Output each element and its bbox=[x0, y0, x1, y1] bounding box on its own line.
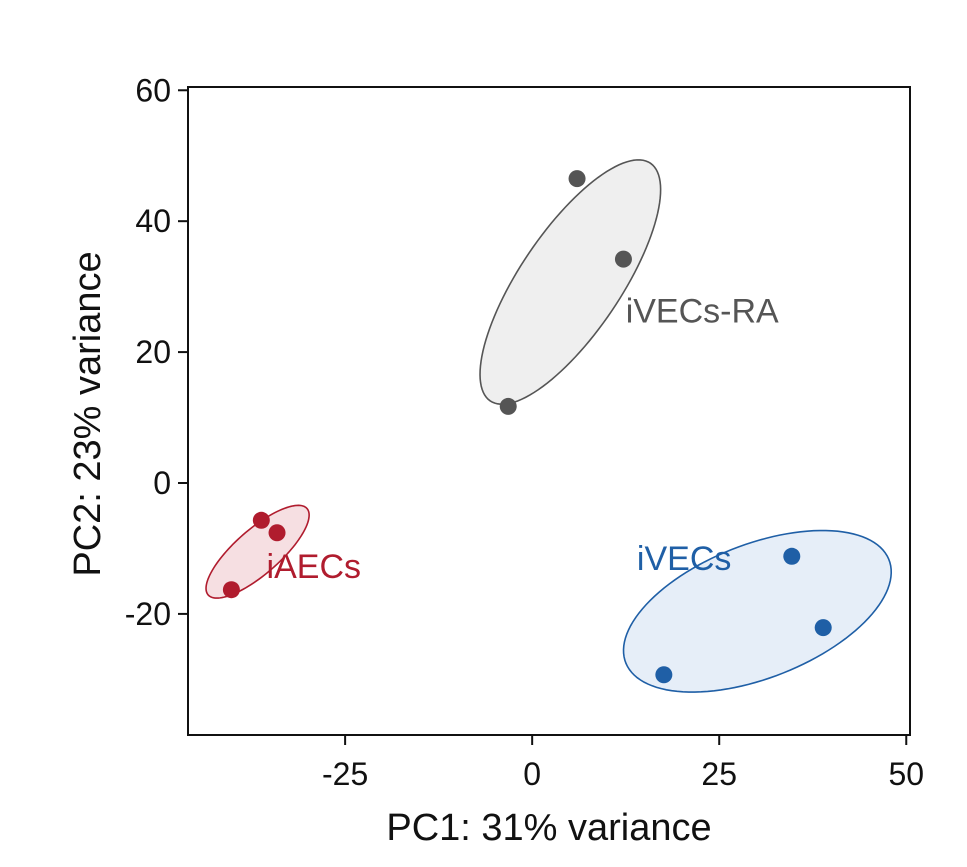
point-iaecs bbox=[268, 524, 286, 542]
x-axis-title: PC1: 31% variance bbox=[386, 807, 711, 849]
point-ivecs-ra bbox=[568, 170, 586, 188]
ellipse-ivecs-ra bbox=[479, 159, 662, 406]
x-tick-label: 0 bbox=[523, 756, 541, 792]
point-iaecs bbox=[222, 581, 240, 599]
x-axis: -25 0 25 50 bbox=[322, 735, 924, 792]
label-ivecs-ra: iVECs-RA bbox=[626, 293, 779, 331]
point-ivecs-ra bbox=[499, 397, 517, 415]
x-tick-label: 25 bbox=[701, 756, 737, 792]
data-points bbox=[222, 170, 832, 684]
x-tick-label: -25 bbox=[322, 756, 368, 792]
label-iaecs: iAECs bbox=[267, 548, 361, 586]
cluster-ellipses bbox=[205, 159, 893, 693]
y-tick-label: 0 bbox=[153, 465, 171, 501]
y-axis-title: PC2: 23% variance bbox=[67, 251, 109, 576]
y-tick-label: -20 bbox=[125, 596, 171, 632]
y-tick-label: 60 bbox=[135, 72, 171, 108]
y-axis: -20 0 20 40 60 bbox=[125, 72, 188, 632]
group-labels: iAECs iVECs-RA iVECs bbox=[267, 293, 779, 586]
point-ivecs bbox=[655, 666, 673, 684]
point-ivecs bbox=[783, 547, 801, 565]
y-tick-label: 40 bbox=[135, 203, 171, 239]
x-tick-label: 50 bbox=[888, 756, 924, 792]
ellipse-ivecs bbox=[622, 529, 893, 693]
point-iaecs bbox=[252, 511, 270, 529]
label-ivecs: iVECs bbox=[637, 540, 731, 578]
point-ivecs-ra bbox=[614, 250, 632, 268]
point-ivecs bbox=[814, 619, 832, 637]
y-tick-label: 20 bbox=[135, 334, 171, 370]
plot-frame bbox=[187, 86, 911, 736]
